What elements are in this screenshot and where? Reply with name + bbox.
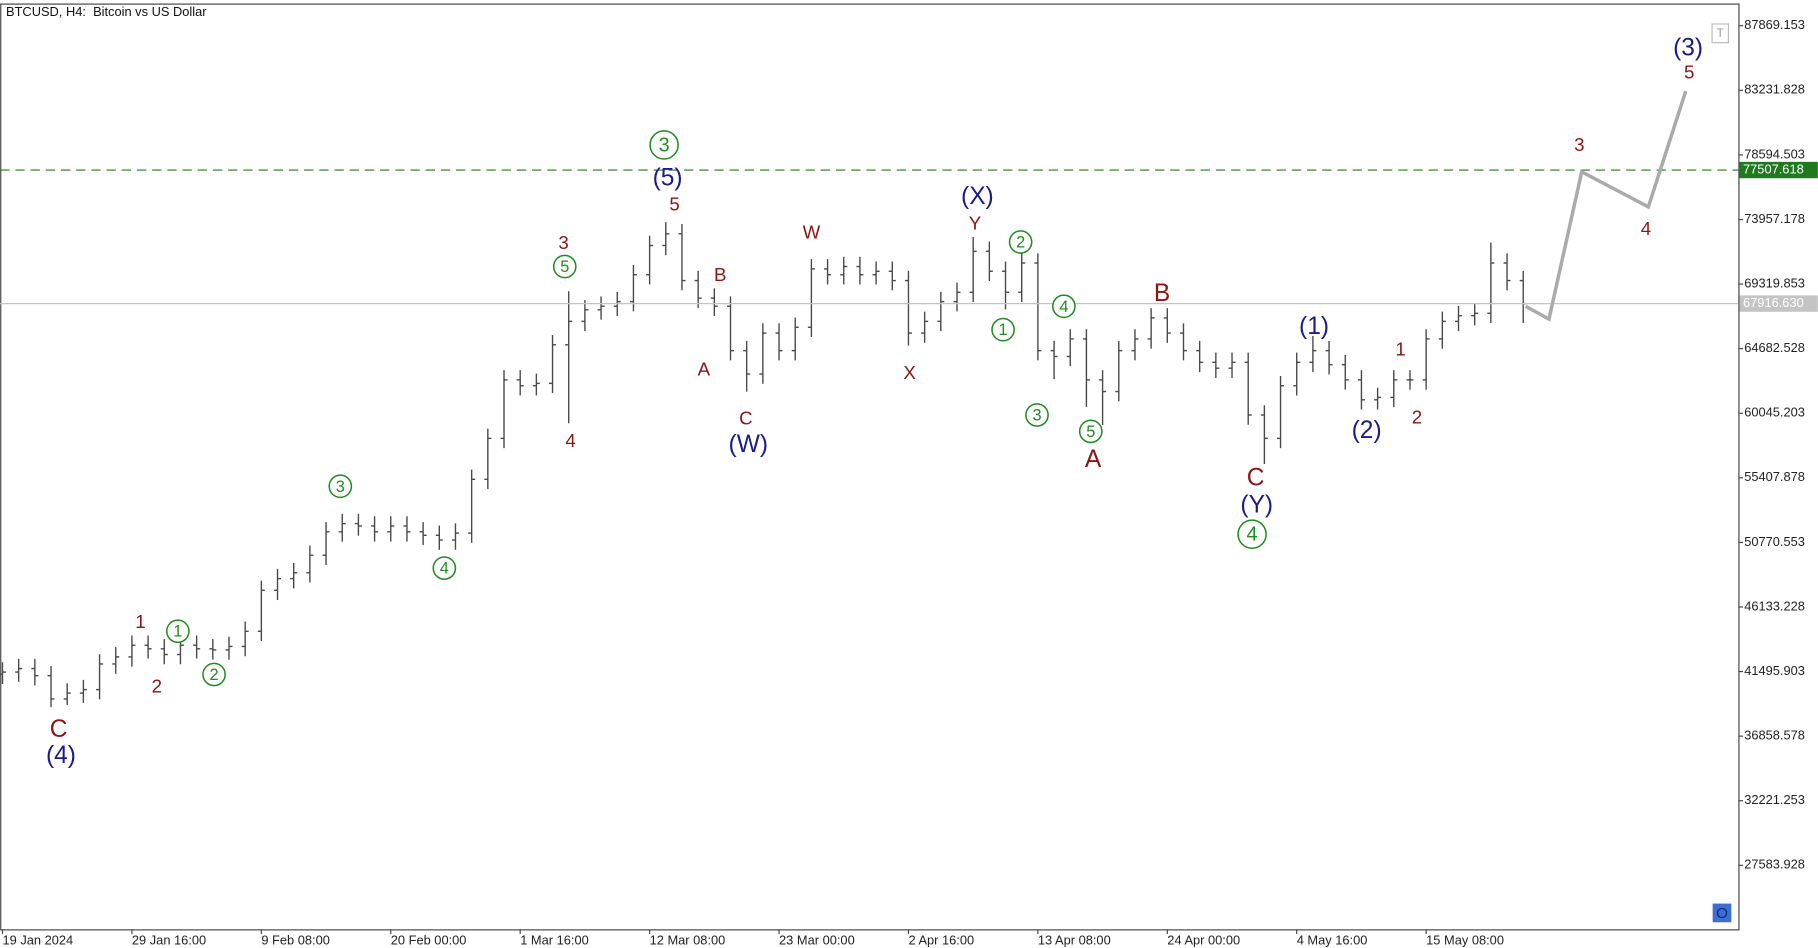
wave-label: 5: [560, 258, 569, 276]
wave-label: Y: [969, 212, 982, 233]
x-tick-label: 19 Jan 2024: [2, 932, 73, 947]
x-tick-label: 24 Apr 00:00: [1167, 932, 1240, 947]
wave-label: 4: [1641, 218, 1651, 239]
marks: [0, 169, 1739, 708]
level-label-bg: [1739, 161, 1818, 179]
wave-label: C: [50, 716, 68, 743]
wave-circle: [991, 317, 1015, 342]
y-tick-label: 32221.253: [1744, 792, 1805, 807]
x-tick-label: 20 Feb 00:00: [391, 932, 467, 947]
wave-circle: [1052, 294, 1076, 319]
last-price-label: 67916.630: [1743, 295, 1804, 310]
x-tick-label: 29 Jan 16:00: [132, 932, 206, 947]
wave-label: A: [1085, 446, 1102, 473]
x-tick-label: 2 Apr 16:00: [908, 932, 974, 947]
y-tick-label: 60045.203: [1744, 405, 1805, 420]
plot-frame: [0, 3, 1740, 931]
x-tick-label: 15 May 08:00: [1426, 932, 1504, 947]
wave-label: 4: [440, 560, 449, 578]
wave-circle: [432, 556, 457, 580]
wave-label: (3): [1673, 35, 1703, 62]
wave-circle: [649, 130, 679, 160]
wave-label: 1: [1395, 339, 1405, 360]
wave-circle: [1237, 519, 1267, 549]
wave-label: 4: [565, 430, 575, 451]
wave-label: (5): [653, 164, 683, 191]
wave-label: B: [714, 264, 726, 285]
x-tick-label: 12 Mar 08:00: [650, 932, 726, 947]
y-tick-label: 78594.503: [1744, 146, 1805, 161]
y-tick-label: 41495.903: [1744, 663, 1805, 678]
wave-circle: [328, 474, 353, 499]
wave-label: 1: [999, 321, 1008, 339]
wave-label: 2: [152, 675, 162, 696]
y-tick-label: 55407.878: [1744, 469, 1805, 484]
wave-label: 2: [1412, 406, 1422, 427]
wave-label: 3: [1032, 406, 1041, 424]
wave-circle: [1078, 419, 1103, 444]
wave-label: 5: [1086, 423, 1095, 441]
wave-label: (4): [46, 742, 76, 769]
projection-path: [1524, 90, 1688, 322]
level-label: 77507.618: [1743, 161, 1804, 176]
wave-label: 5: [1684, 62, 1694, 83]
wave-label: C: [1247, 465, 1265, 492]
y-tick-label: 36858.578: [1744, 728, 1805, 743]
icon-text[interactable]: O: [1716, 905, 1728, 922]
x-tick-label: 4 May 16:00: [1297, 932, 1368, 947]
wave-label: W: [803, 222, 821, 243]
wave-label: (Y): [1240, 492, 1273, 519]
icon-text[interactable]: T: [1717, 27, 1724, 40]
y-tick-label: 87869.153: [1744, 17, 1805, 32]
wave-label: B: [1154, 280, 1170, 307]
wave-label: 1: [173, 623, 182, 641]
x-tick-label: 1 Mar 16:00: [520, 932, 589, 947]
wave-label: C: [739, 408, 753, 429]
chart-title: BTCUSD, H4: Bitcoin vs US Dollar: [6, 4, 207, 19]
wave-label: X: [903, 362, 916, 383]
wave-circle: [165, 619, 190, 644]
y-tick-label: 64682.528: [1744, 340, 1805, 355]
x-tick-label: 13 Apr 08:00: [1038, 932, 1111, 947]
last-price-label-bg: [1739, 295, 1818, 312]
y-tick-label: 27583.928: [1744, 857, 1805, 872]
wave-circle: [202, 662, 226, 687]
wave-label: 1: [135, 611, 145, 632]
wave-circle: [1025, 403, 1049, 427]
wave-label: 4: [1059, 298, 1068, 316]
x-tick-label: 23 Mar 00:00: [779, 932, 855, 947]
wave-circle: [552, 254, 577, 279]
wave-label: (1): [1299, 313, 1329, 340]
wave-label: 3: [1574, 134, 1584, 155]
icon-frame[interactable]: [1711, 23, 1730, 44]
wave-label: 3: [336, 478, 345, 496]
y-tick-label: 83231.828: [1744, 82, 1805, 97]
x-tick-label: 9 Feb 08:00: [261, 932, 330, 947]
y-tick-label: 46133.228: [1744, 598, 1805, 613]
wave-label: 2: [210, 666, 219, 684]
wave-label: 2: [1016, 233, 1025, 251]
wave-label: A: [698, 358, 711, 379]
wave-label: (X): [961, 183, 994, 210]
wave-circle: [1008, 230, 1033, 254]
wave-label: (2): [1352, 417, 1382, 444]
wave-label: 3: [659, 134, 670, 156]
y-tick-label: 50770.553: [1744, 534, 1805, 549]
wave-label: 5: [669, 194, 679, 215]
icon-frame[interactable]: [1712, 903, 1732, 923]
wave-label: 3: [558, 232, 568, 253]
y-tick-label: 69319.853: [1744, 275, 1805, 290]
wave-label: (W): [729, 431, 769, 458]
wave-label: 4: [1247, 524, 1258, 546]
wave-labels: C(4)1212343543(5)5BAC(W)WX(X)Y21435ABC(Y…: [46, 35, 1703, 769]
y-tick-label: 73957.178: [1744, 211, 1805, 226]
